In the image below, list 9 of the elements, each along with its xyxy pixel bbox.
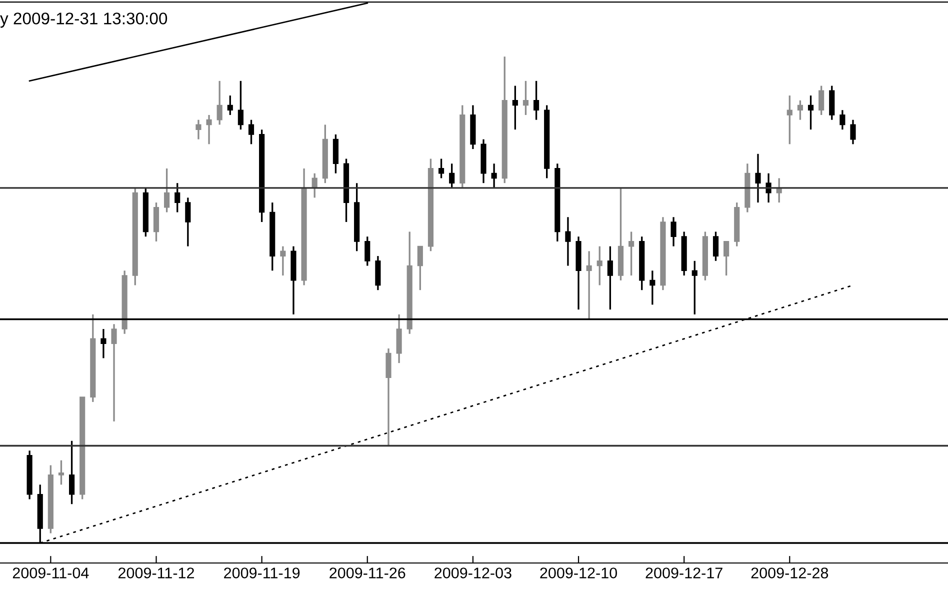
x-tick-label: 2009-11-04 — [12, 568, 89, 578]
x-tick-label: 2009-12-10 — [540, 568, 617, 578]
x-tick-label: 2009-11-12 — [118, 568, 194, 578]
x-tick-label: 2009-11-26 — [330, 568, 406, 578]
chart-title: y 2009-12-31 13:30:00 — [0, 12, 168, 28]
x-tick-label: 2009-11-19 — [224, 568, 300, 578]
x-tick-label: 2009-12-28 — [751, 568, 828, 578]
x-tick-label: 2009-12-03 — [434, 568, 512, 578]
x-tick-label: 2009-12-17 — [646, 568, 722, 578]
